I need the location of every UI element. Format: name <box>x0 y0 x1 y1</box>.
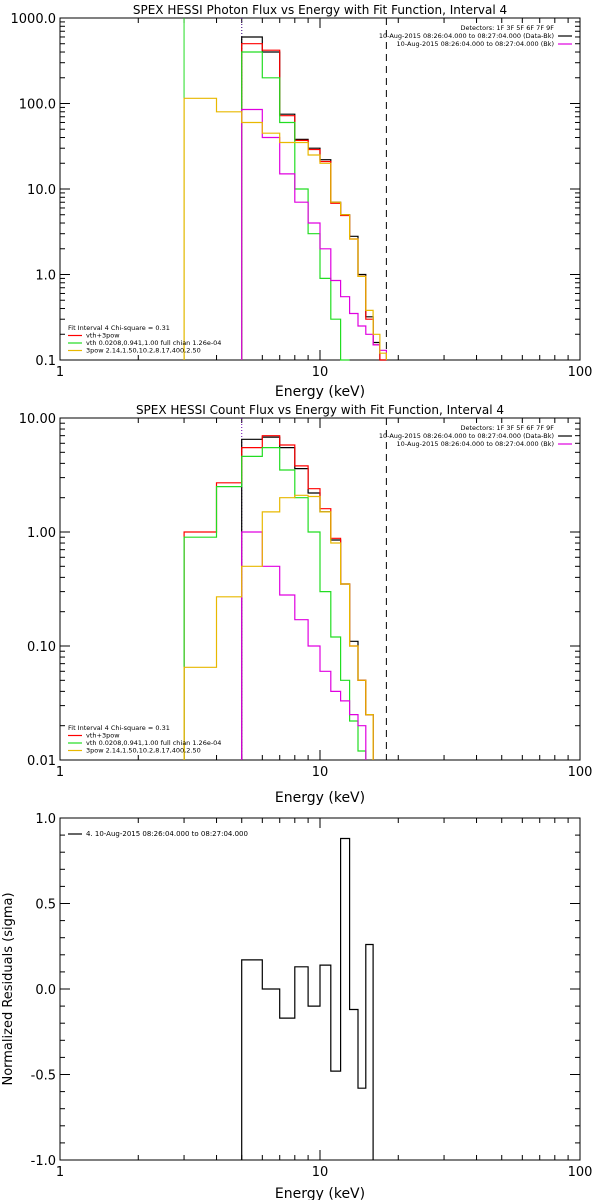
y-tick-label: 0.5 <box>35 898 56 913</box>
series-magenta-line <box>241 108 387 360</box>
axis-ticks: 1 10 100 -1.0 -0.5 0.0 0.5 1.0 <box>31 812 593 1180</box>
x-tick-label: 1 <box>56 765 64 780</box>
legend-text: vth 0.0208,0.941,1.00 full chian 1.26e-0… <box>86 739 221 747</box>
x-tick-label: 100 <box>568 365 593 380</box>
x-axis-label: Energy (keV) <box>275 1186 365 1200</box>
series-gold-line <box>183 494 374 760</box>
y-tick-label: -1.0 <box>31 1154 56 1169</box>
series-black-line <box>241 36 387 361</box>
legend-text: Fit Interval 4 Chi-square = 0.31 <box>68 724 170 732</box>
series-red-line <box>241 43 387 361</box>
chart-title: SPEX HESSI Count Flux vs Energy with Fit… <box>136 403 504 417</box>
y-tick-label: 1.00 <box>27 526 56 541</box>
chart-title: SPEX HESSI Photon Flux vs Energy with Fi… <box>133 3 507 17</box>
y-tick-label: 0.10 <box>27 640 56 655</box>
series-red-line <box>183 435 374 760</box>
legend-text: 3pow 2.14,1.50,10.2,8.17,400,2.50 <box>86 747 201 755</box>
y-tick-label: 1.0 <box>35 812 56 827</box>
y-tick-label: 10.0 <box>27 183 56 198</box>
legend-text: Fit Interval 4 Chi-square = 0.31 <box>68 324 170 332</box>
series-group <box>241 837 374 1160</box>
y-tick-label: 0.1 <box>35 354 56 369</box>
y-tick-label: 1000.0 <box>11 12 57 27</box>
series-black-line <box>241 436 374 760</box>
plot-frame <box>59 17 581 361</box>
y-tick-label: 100.0 <box>19 98 56 113</box>
header-text: Detectors: 1F 3F 5F 6F 7F 9F <box>460 424 554 432</box>
x-tick-label: 1 <box>56 1165 64 1180</box>
x-tick-label: 1 <box>56 365 64 380</box>
legend-text: vth+3pow <box>86 732 120 740</box>
series-black-line <box>241 837 374 1160</box>
header-text: 10-Aug-2015 08:26:04.000 to 08:27:04.000… <box>397 440 554 448</box>
x-tick-label: 10 <box>312 365 329 380</box>
series-green-line <box>241 51 350 361</box>
header-text: 10-Aug-2015 08:26:04.000 to 08:27:04.000… <box>379 32 554 40</box>
series-gold-line <box>183 97 387 360</box>
photon-flux-panel: SPEX HESSI Photon Flux vs Energy with Fi… <box>11 3 593 400</box>
header-text: 10-Aug-2015 08:26:04.000 to 08:27:04.000… <box>397 40 554 48</box>
x-tick-label: 100 <box>568 1165 593 1180</box>
series-green-line <box>183 447 367 760</box>
legend-text: 3pow 2.14,1.50,10.2,8.17,400,2.50 <box>86 347 201 355</box>
legend-text: vth+3pow <box>86 332 120 340</box>
y-tick-label: 0.01 <box>27 754 56 769</box>
y-tick-label: -0.5 <box>31 1069 56 1084</box>
y-tick-label: 10.00 <box>19 412 56 427</box>
residuals-panel: 1 10 100 -1.0 -0.5 0.0 0.5 1.0 4. 10-Aug-2015 0… <box>1 812 592 1200</box>
header-text: 10-Aug-2015 08:26:04.000 to 08:27:04.000… <box>379 432 554 440</box>
series-group <box>183 435 374 760</box>
legend: Fit Interval 4 Chi-square = 0.31vth+3pow… <box>68 324 221 355</box>
legend: Fit Interval 4 Chi-square = 0.31vth+3pow… <box>68 724 221 755</box>
x-tick-label: 10 <box>312 765 329 780</box>
series-group <box>183 36 387 361</box>
axis-ticks: 1 10 100 0.01 0.10 1.00 10.00 <box>19 412 593 780</box>
x-tick-label: 10 <box>312 1165 329 1180</box>
detector-header: Detectors: 1F 3F 5F 6F 7F 9F10-Aug-2015 … <box>379 424 572 448</box>
x-tick-label: 100 <box>568 765 593 780</box>
y-tick-label: 1.0 <box>35 269 56 284</box>
legend: 4. 10-Aug-2015 08:26:04.000 to 08:27:04.… <box>68 830 248 838</box>
x-axis-label: Energy (keV) <box>275 384 365 400</box>
count-flux-panel: SPEX HESSI Count Flux vs Energy with Fit… <box>19 403 593 806</box>
y-axis-label: Normalized Residuals (sigma) <box>1 892 16 1085</box>
legend-text: vth 0.0208,0.941,1.00 full chian 1.26e-0… <box>86 339 221 347</box>
y-tick-label: 0.0 <box>35 983 56 998</box>
legend-text: 4. 10-Aug-2015 08:26:04.000 to 08:27:04.… <box>86 830 248 838</box>
series-magenta-line <box>241 531 367 760</box>
detector-header: Detectors: 1F 3F 5F 6F 7F 9F10-Aug-2015 … <box>379 24 572 48</box>
header-text: Detectors: 1F 3F 5F 6F 7F 9F <box>460 24 554 32</box>
x-axis-label: Energy (keV) <box>275 790 365 806</box>
